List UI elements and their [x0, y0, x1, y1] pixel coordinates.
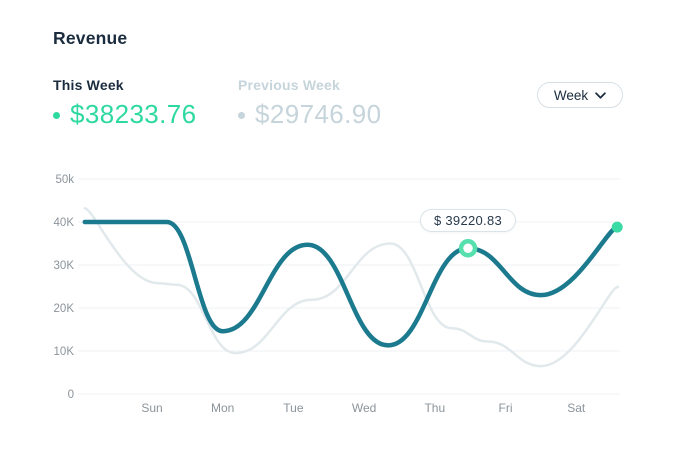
x-axis-label: Thu: [424, 401, 445, 415]
this-week-dot-icon: [53, 112, 60, 119]
week-dropdown[interactable]: Week: [537, 82, 623, 108]
x-axis-label: Mon: [211, 401, 234, 415]
y-axis-label: 20K: [54, 303, 75, 315]
this-week-value: $38233.76: [70, 99, 197, 129]
x-axis-label: Wed: [352, 401, 376, 415]
previous-week-label: Previous Week: [238, 77, 340, 93]
end-dot-marker: [611, 221, 623, 233]
previous-week-value-row: $29746.90: [238, 99, 382, 130]
y-axis-label: 50k: [55, 174, 74, 186]
series-line-previous-week: [83, 206, 620, 368]
x-axis-label: Tue: [283, 401, 304, 415]
tooltip-value: $ 39220.83: [433, 213, 503, 228]
this-week-value-row: $38233.76: [53, 99, 197, 130]
x-axis-label: Sat: [567, 401, 586, 415]
y-axis-label: 30K: [54, 260, 75, 272]
x-axis-label: Sun: [141, 401, 162, 415]
previous-week-value: $29746.90: [255, 99, 382, 129]
chevron-down-icon: [595, 91, 606, 99]
series-line-this-week: [82, 219, 620, 348]
y-axis-label: 0: [68, 389, 74, 401]
chart-tooltip: $ 39220.83: [419, 209, 517, 232]
y-axis-label: 10K: [54, 346, 75, 358]
this-week-label: This Week: [53, 77, 124, 93]
highlight-ring-marker[interactable]: [458, 238, 478, 258]
y-axis-label: 40K: [54, 217, 75, 229]
x-axis-label: Fri: [499, 401, 513, 415]
this-week-stat: This Week $38233.76: [53, 77, 197, 130]
previous-week-stat: Previous Week $29746.90: [238, 77, 382, 130]
week-dropdown-label: Week: [553, 87, 589, 103]
page-title: Revenue: [53, 28, 128, 48]
previous-week-dot-icon: [238, 112, 245, 119]
